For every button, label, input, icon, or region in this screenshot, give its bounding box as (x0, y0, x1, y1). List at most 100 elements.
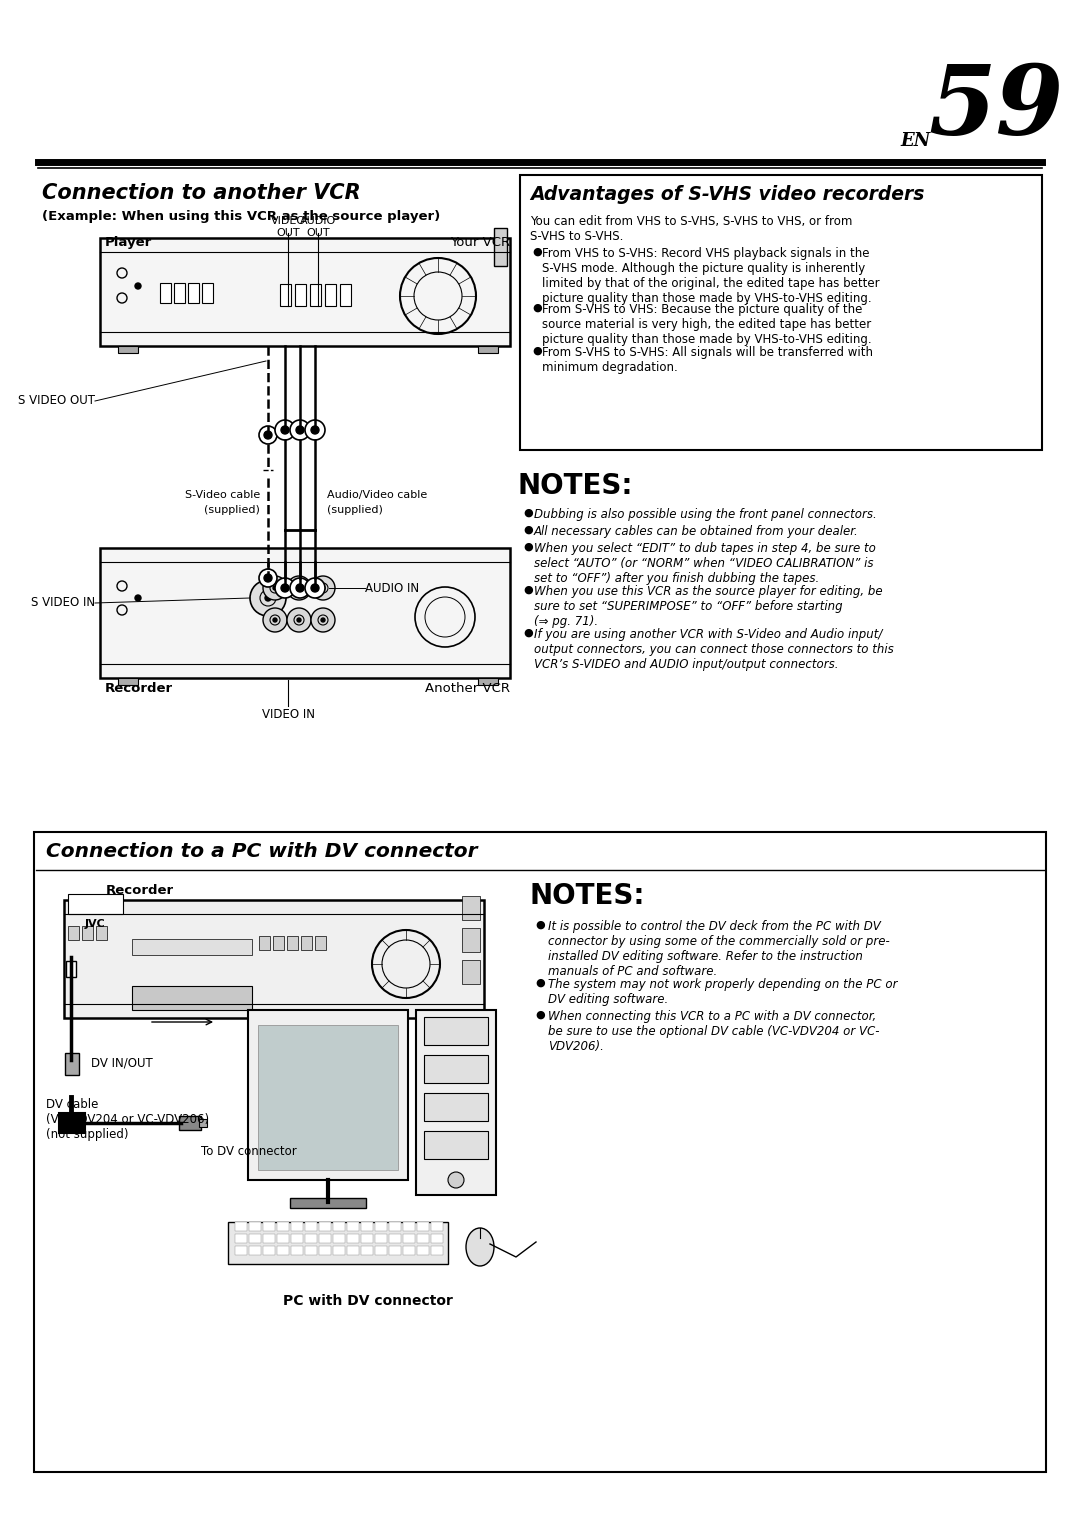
Bar (305, 1245, 318, 1254)
Bar (295, 284, 306, 306)
Circle shape (135, 283, 141, 289)
Bar (389, 1245, 401, 1254)
Bar (494, 228, 507, 266)
Circle shape (291, 420, 310, 440)
Bar (291, 1245, 303, 1254)
Bar (264, 1222, 275, 1232)
Text: ●: ● (523, 526, 532, 535)
Bar (315, 937, 326, 950)
Circle shape (249, 581, 286, 616)
Bar (100, 238, 510, 345)
Bar (347, 1222, 359, 1232)
Text: If you are using another VCR with S-Video and Audio input/
output connectors, yo: If you are using another VCR with S-Vide… (534, 628, 894, 671)
Bar (424, 1018, 488, 1045)
Bar (361, 1235, 373, 1242)
Text: Recorder: Recorder (105, 681, 173, 695)
Bar (301, 937, 312, 950)
Text: (supplied): (supplied) (327, 504, 383, 515)
Text: Audio/Video cable: Audio/Video cable (327, 490, 428, 500)
Bar (417, 1245, 429, 1254)
Text: S-Video cable: S-Video cable (185, 490, 260, 500)
Circle shape (275, 578, 295, 597)
Bar (424, 1131, 488, 1160)
Bar (333, 1222, 345, 1232)
Circle shape (311, 576, 335, 601)
Circle shape (281, 584, 289, 591)
Bar (319, 1235, 330, 1242)
Bar (375, 1245, 387, 1254)
Bar (235, 1222, 247, 1232)
Bar (389, 1222, 401, 1232)
Circle shape (321, 617, 325, 622)
Circle shape (264, 431, 272, 439)
Text: VIDEO
OUT: VIDEO OUT (270, 215, 306, 237)
Bar (228, 1222, 448, 1264)
Bar (333, 1235, 345, 1242)
Circle shape (287, 576, 311, 601)
Text: From VHS to S-VHS: Record VHS playback signals in the
S-VHS mode. Although the p: From VHS to S-VHS: Record VHS playback s… (542, 248, 879, 306)
Bar (280, 284, 291, 306)
Bar (305, 1235, 318, 1242)
Text: ●: ● (532, 303, 542, 313)
Bar (248, 1010, 408, 1180)
Text: Advantages of S-VHS video recorders: Advantages of S-VHS video recorders (530, 185, 924, 205)
Text: (supplied): (supplied) (204, 504, 260, 515)
Text: It is possible to control the DV deck from the PC with DV
connector by using som: It is possible to control the DV deck fr… (548, 920, 890, 978)
Circle shape (296, 426, 303, 434)
Bar (118, 345, 138, 353)
Bar (431, 1235, 443, 1242)
Circle shape (321, 587, 325, 590)
Bar (325, 284, 336, 306)
Bar (235, 1245, 247, 1254)
Bar (431, 1245, 443, 1254)
Bar (305, 1222, 318, 1232)
Text: You can edit from VHS to S-VHS, S-VHS to VHS, or from
S-VHS to S-VHS.: You can edit from VHS to S-VHS, S-VHS to… (530, 215, 852, 243)
Circle shape (281, 426, 289, 434)
Bar (431, 1222, 443, 1232)
Bar (160, 283, 171, 303)
Bar (199, 1118, 207, 1128)
Circle shape (135, 594, 141, 601)
Text: Player: Player (105, 235, 152, 249)
Bar (361, 1245, 373, 1254)
Text: From S-VHS to VHS: Because the picture quality of the
source material is very hi: From S-VHS to VHS: Because the picture q… (542, 303, 872, 345)
Text: ●: ● (535, 920, 544, 931)
Text: When you select “EDIT” to dub tapes in step 4, be sure to
select “AUTO” (or “NOR: When you select “EDIT” to dub tapes in s… (534, 542, 876, 585)
Bar (340, 284, 351, 306)
Bar (417, 1235, 429, 1242)
Bar (249, 1222, 261, 1232)
Bar (273, 937, 284, 950)
Circle shape (265, 594, 271, 601)
Circle shape (273, 617, 276, 622)
Circle shape (259, 568, 276, 587)
Text: ●: ● (535, 1010, 544, 1021)
Bar (276, 1222, 289, 1232)
Text: (Example: When using this VCR as the source player): (Example: When using this VCR as the sou… (42, 209, 441, 223)
Bar (264, 1235, 275, 1242)
Bar (96, 926, 107, 940)
Bar (424, 1054, 488, 1083)
Text: All necessary cables can be obtained from your dealer.: All necessary cables can be obtained fro… (534, 526, 859, 538)
Text: 59: 59 (928, 61, 1063, 154)
Circle shape (305, 578, 325, 597)
Text: AUDIO IN: AUDIO IN (365, 582, 419, 594)
Bar (118, 678, 138, 685)
Bar (264, 1245, 275, 1254)
Text: NOTES:: NOTES: (518, 472, 634, 500)
Bar (202, 283, 213, 303)
Text: When you use this VCR as the source player for editing, be
sure to set “SUPERIMP: When you use this VCR as the source play… (534, 585, 882, 628)
Bar (276, 1245, 289, 1254)
Text: When connecting this VCR to a PC with a DV connector,
be sure to use the optiona: When connecting this VCR to a PC with a … (548, 1010, 879, 1053)
Text: EN: EN (900, 131, 930, 150)
Bar (416, 1010, 496, 1195)
Bar (68, 926, 79, 940)
Bar (310, 284, 321, 306)
Text: (VC-VDV204 or VC-VDV206): (VC-VDV204 or VC-VDV206) (46, 1112, 210, 1126)
Bar (249, 1235, 261, 1242)
Circle shape (287, 608, 311, 633)
Bar (291, 1235, 303, 1242)
Text: AUDIO
OUT: AUDIO OUT (300, 215, 336, 237)
Bar (291, 1198, 366, 1209)
Circle shape (311, 584, 319, 591)
Bar (65, 1053, 79, 1076)
